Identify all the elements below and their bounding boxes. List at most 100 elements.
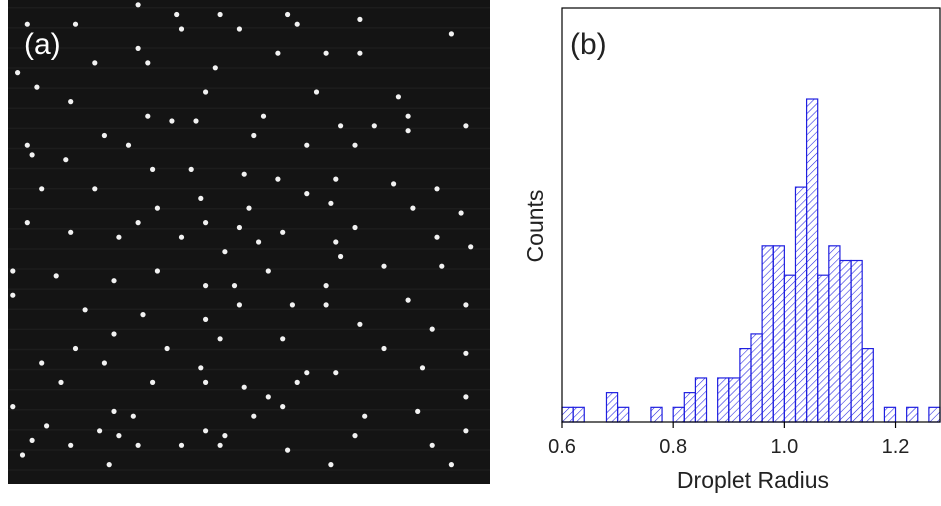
histogram-bar [683,392,697,423]
histogram-bar [861,348,874,423]
particle [323,283,329,289]
particle [405,128,411,134]
histogram-bar [561,406,574,423]
particle [391,181,397,187]
scan-streak [8,308,490,310]
particle [101,360,107,366]
particle [135,2,141,8]
particle [111,331,117,337]
scan-streak [8,368,490,371]
histogram-axes [561,7,941,423]
histogram-bar [694,377,708,423]
particle [150,166,156,172]
histogram-bar [783,274,797,423]
scan-streak [8,429,490,431]
particle [338,253,344,260]
particle [371,123,377,129]
particle [429,442,435,448]
particle-image-panel: (a) [8,0,490,484]
particle [164,345,170,352]
scan-streak [8,167,490,170]
particle [280,336,286,342]
particle [53,273,59,279]
x-tick-layer: 0.6 0.8 1.0 1.2 [548,422,909,458]
particle [44,423,50,429]
particle [463,428,469,434]
scan-streak [8,127,490,130]
particle [439,263,445,269]
particle [294,21,300,27]
particle [241,384,247,390]
particle [419,365,426,371]
particle [463,394,469,400]
particle [212,65,218,71]
particle [280,229,286,235]
particle [458,210,464,216]
particle [92,186,98,192]
particle [313,89,320,95]
particle [34,84,40,90]
particle [357,16,363,22]
image-background [8,0,490,484]
histogram-bar [850,259,863,423]
particle [304,370,310,376]
particle [10,268,16,274]
particle [203,379,209,385]
particle [24,142,30,148]
particle-layer [8,2,490,471]
particle [72,345,79,352]
particle [241,171,247,177]
particle [352,224,358,231]
particle [251,132,257,139]
histogram-bar [605,392,619,423]
particle [203,89,209,95]
scan-streak [8,409,490,411]
particle [352,433,358,439]
x-tick-label: 1.2 [882,436,910,458]
particle [101,132,107,139]
particle [145,60,151,66]
particle [135,442,141,448]
particle [116,234,122,240]
histogram-bar [928,406,941,423]
particle [15,70,21,76]
histogram-bar [794,186,808,423]
scan-streak [8,228,490,230]
particle [39,360,45,366]
particle [203,283,209,289]
particle [381,263,387,269]
histogram-bar [750,333,763,423]
histogram-bars [561,98,941,423]
particle [39,186,45,192]
histogram-bar [839,259,852,423]
particle [154,205,160,211]
particle [434,234,440,240]
histogram-bar [817,274,830,423]
particle [222,433,228,439]
particle [395,94,401,100]
particle [203,220,209,226]
particle [251,413,257,419]
panel-b-label: (b) [570,28,607,61]
particle [333,370,339,376]
particle [111,278,117,284]
scan-streak [8,67,490,69]
particle [381,345,387,352]
particle [106,462,112,468]
particle [169,118,175,124]
histogram-bar [828,245,841,423]
scan-streak [8,87,490,89]
scan-streak [8,187,490,190]
particle [19,452,26,458]
particle [130,413,136,419]
scan-streak [8,107,490,109]
particle [125,142,132,148]
particle [328,462,334,468]
scan-streak [8,27,490,29]
particle [265,268,271,274]
particle [338,123,344,129]
histogram-bar [728,377,741,423]
particle [29,437,35,443]
particle [280,404,286,410]
scan-streak [8,47,490,49]
